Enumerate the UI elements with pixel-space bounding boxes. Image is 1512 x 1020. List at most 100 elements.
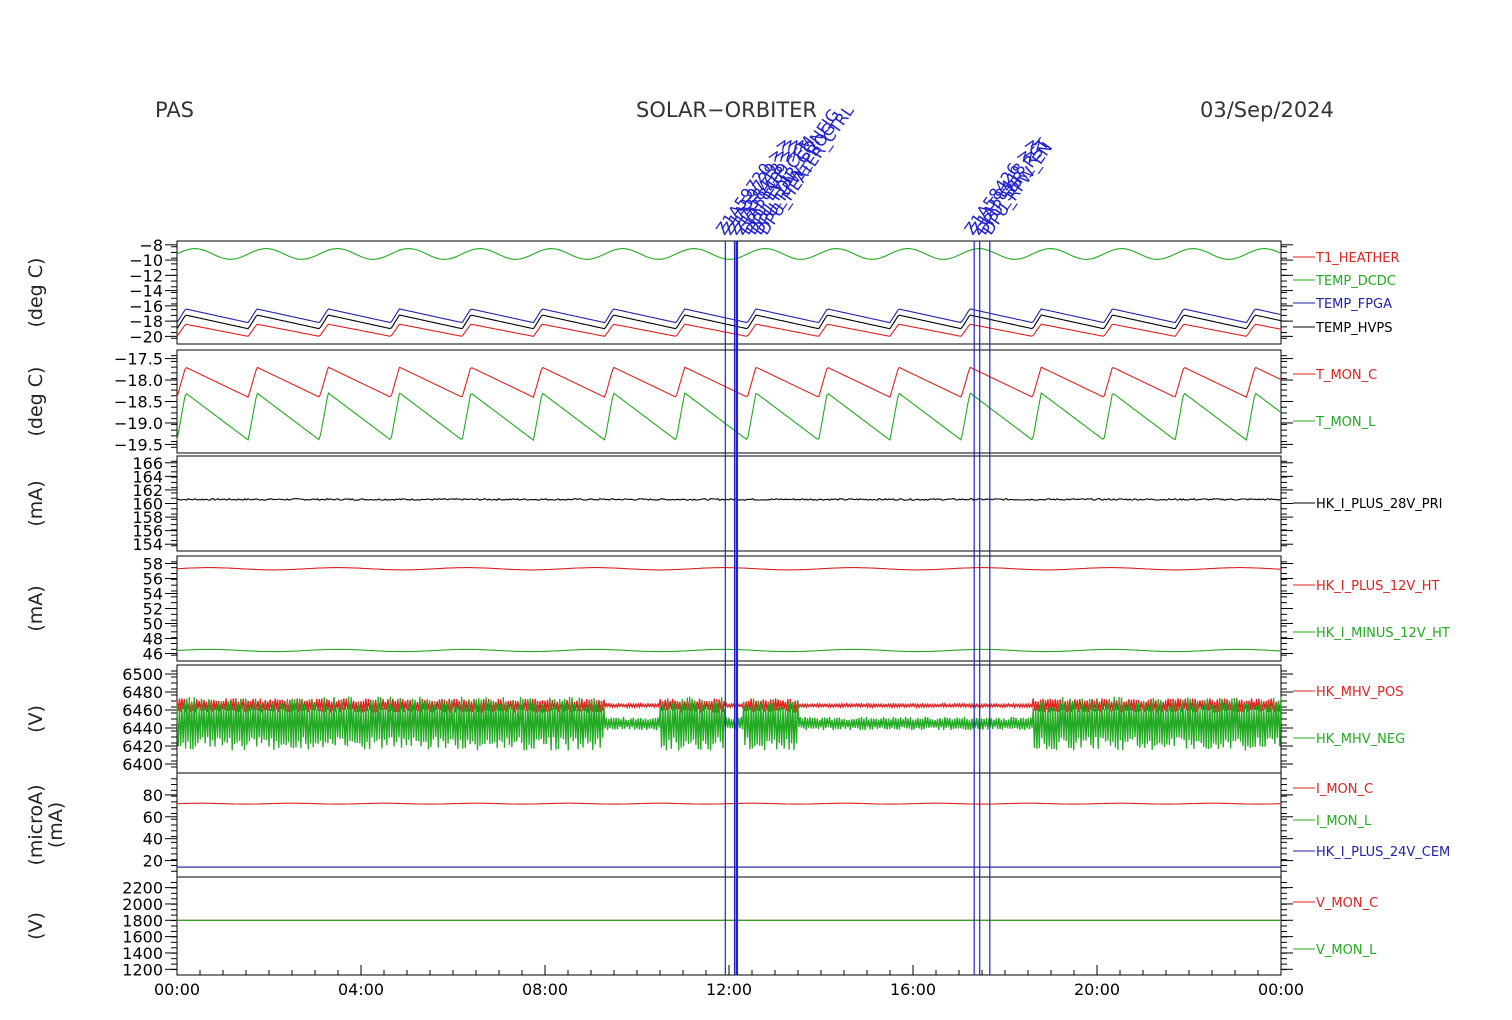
y-tick-label: 1200 (122, 960, 163, 979)
y-tick-label: −20 (129, 327, 163, 346)
legend-T1_HEATHER: T1_HEATHER (1315, 251, 1400, 266)
panels: −8−10−12−14−16−18−20 (deg C) T1_HEATHER TEM… (25, 236, 1450, 979)
x-tick-label: 16:00 (890, 980, 936, 999)
y-axis-label: (microA) (25, 784, 47, 865)
x-tick-label: 00:00 (1258, 980, 1304, 999)
y-tick-label: 160 (132, 495, 163, 514)
y-tick-label: 52 (143, 600, 163, 619)
legend-V_MON_C: V_MON_C (1316, 896, 1378, 911)
y-tick-label: 50 (143, 615, 163, 634)
y-axis-label: (deg C) (25, 258, 47, 328)
y-tick-label: 48 (143, 630, 163, 649)
y-tick-label: 166 (132, 454, 163, 473)
panel-1: −8−10−12−14−16−18−20 (deg C) T1_HEATHER TEM… (25, 236, 1400, 347)
instrument-title: PAS (155, 98, 194, 122)
series-TEMP_HVPS (176, 314, 1282, 330)
y-tick-label: 2000 (122, 895, 163, 914)
legend-I_MON_L: I_MON_L (1316, 814, 1372, 829)
series-HK_MHV_POS (176, 698, 1282, 713)
legend-HK_MHV_POS: HK_MHV_POS (1316, 685, 1404, 700)
series-I_MON_C (176, 802, 1281, 805)
legend-I_MON_C: I_MON_C (1316, 782, 1373, 797)
legend-TEMP_HVPS: TEMP_HVPS (1315, 321, 1392, 336)
y-tick-label: 46 (143, 645, 163, 664)
y-tick-label: −18.0 (114, 371, 163, 390)
series-TEMP_DCDC (176, 248, 1282, 260)
panel-6: 80 60 40 20 (microA)(mA) I_MON_C I_MON_L HK_I_P… (25, 772, 1450, 878)
y-tick-label: 80 (143, 786, 163, 805)
y-tick-label: 56 (143, 570, 163, 589)
legend-HK_I_PLUS_24V_CEM: HK_I_PLUS_24V_CEM (1316, 845, 1450, 860)
y-tick-label: 6420 (122, 737, 163, 756)
legend-HK_MHV_NEG: HK_MHV_NEG (1316, 732, 1405, 747)
y-tick-label: −19.5 (114, 435, 163, 454)
panel-frame (176, 772, 1282, 878)
y-tick-label: 6500 (122, 665, 163, 684)
y-tick-label: 54 (143, 585, 163, 604)
y-axis-label: (mA) (25, 585, 47, 631)
y-tick-label: −8 (139, 236, 163, 255)
legend-HK_I_PLUS_12V_HT: HK_I_PLUS_12V_HT (1316, 579, 1440, 594)
y-tick-label: 158 (132, 508, 163, 527)
panel-frame (176, 240, 1282, 345)
x-tick-label: 00:00 (154, 980, 200, 999)
date-title: 03/Sep/2024 (1200, 98, 1334, 122)
y-tick-label: 164 (132, 467, 163, 486)
legend-HK_I_MINUS_12V_HT: HK_I_MINUS_12V_HT (1316, 626, 1450, 641)
legend-V_MON_L: V_MON_L (1316, 943, 1377, 958)
y-tick-label: −12 (129, 266, 163, 285)
series-T1_HEATHER (176, 323, 1282, 338)
mission-title: SOLAR−ORBITER (636, 98, 817, 122)
panel-frame (176, 349, 1282, 454)
panel-frame (176, 555, 1282, 662)
y-tick-label: −19.0 (114, 414, 163, 433)
y-tick-label: 156 (132, 522, 163, 541)
y-tick-label: 1400 (122, 944, 163, 963)
y-tick-label: 60 (143, 808, 163, 827)
x-tick-label: 12:00 (706, 980, 752, 999)
y-tick-label: 1800 (122, 911, 163, 930)
legend-TEMP_FPGA: TEMP_FPGA (1315, 297, 1392, 312)
y-tick-label: −17.5 (114, 350, 163, 369)
legend-T_MON_L: T_MON_L (1315, 415, 1376, 430)
panel-2: −17.5 −18.0 −18.5 −19.0 −19.5 (deg C) T_MON_C T… (25, 349, 1377, 454)
legend-T_MON_C: T_MON_C (1315, 368, 1377, 383)
y-tick-label: 6440 (122, 719, 163, 738)
legend-HK_I_PLUS_28V_PRI: HK_I_PLUS_28V_PRI (1316, 497, 1442, 512)
series-HK_I_PLUS_12V_HT (176, 567, 1281, 571)
series-T_MON_C (176, 366, 1282, 399)
y-axis-label: (deg C) (25, 367, 47, 437)
y-tick-label: −18.5 (114, 393, 163, 412)
y-tick-label: 20 (143, 852, 163, 871)
y-tick-label: −18 (129, 312, 163, 331)
y-tick-label: 58 (143, 555, 163, 574)
series-HK_I_PLUS_28V_PRI (176, 497, 1282, 501)
y-axis-label: (V) (25, 705, 47, 733)
event-markers: Z1A59720 >>Z1A59729 >>Z1A58418 >>Z1A5840… (712, 102, 1057, 975)
y-tick-label: 154 (132, 535, 163, 554)
y-tick-label: 162 (132, 481, 163, 500)
x-tick-label: 08:00 (522, 980, 568, 999)
series-T_MON_L (176, 392, 1282, 442)
series-HK_I_MINUS_12V_HT (176, 648, 1282, 653)
series-TEMP_FPGA (176, 308, 1282, 324)
y-tick-label: −10 (129, 251, 163, 270)
y-tick-label: 6460 (122, 701, 163, 720)
y-tick-label: 6400 (122, 755, 163, 774)
y-tick-label: 6480 (122, 683, 163, 702)
series-HK_MHV_NEG (176, 696, 1282, 751)
panel-frame (176, 455, 1282, 552)
y-tick-label: 2200 (122, 879, 163, 898)
y-tick-label: −16 (129, 297, 163, 316)
x-tick-label: 04:00 (338, 980, 384, 999)
y-axis-label: (V) (25, 912, 47, 940)
y-tick-label: 40 (143, 830, 163, 849)
panel-frame (176, 876, 1282, 976)
x-tick-label: 20:00 (1074, 980, 1120, 999)
y-tick-label: −14 (129, 282, 163, 301)
legend-TEMP_DCDC: TEMP_DCDC (1315, 274, 1396, 289)
